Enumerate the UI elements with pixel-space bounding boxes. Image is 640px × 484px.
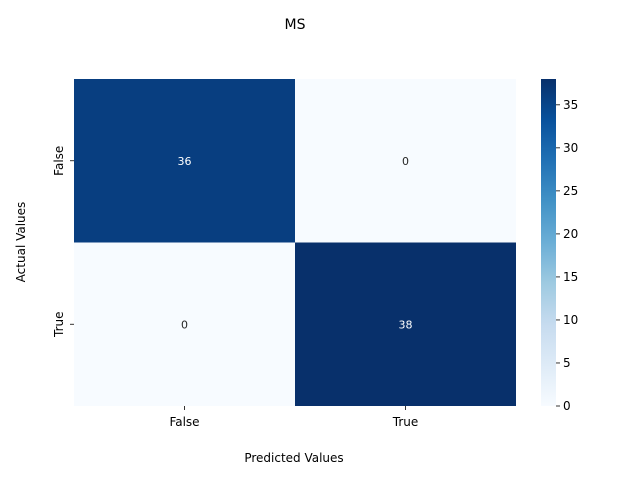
y-axis-label: Actual Values — [14, 202, 28, 283]
colorbar-tick-label: 5 — [563, 356, 571, 370]
cell-value-label: 38 — [399, 318, 413, 331]
colorbar-tick-label: 35 — [563, 98, 578, 112]
colorbar-ticks: 0 5 10 15 20 25 30 35 — [556, 98, 578, 413]
colorbar-tick-label: 15 — [563, 270, 578, 284]
heatmap-cell — [74, 79, 295, 243]
heatmap-cell-labels: 36 0 0 38 — [178, 155, 413, 332]
x-tick-label: True — [392, 415, 419, 429]
y-tick-label: False — [52, 146, 66, 176]
x-axis: False True — [169, 406, 418, 429]
y-tick-label: True — [52, 312, 66, 339]
x-tick-label: False — [169, 415, 199, 429]
cell-value-label: 36 — [178, 155, 192, 168]
colorbar-tick-label: 20 — [563, 227, 578, 241]
x-axis-label: Predicted Values — [244, 451, 343, 465]
chart-title: MS — [285, 17, 306, 33]
colorbar-tick-label: 25 — [563, 184, 578, 198]
colorbar — [541, 79, 556, 406]
heatmap-cells — [74, 79, 516, 406]
y-axis: False True — [52, 146, 74, 338]
cell-value-label: 0 — [402, 155, 409, 168]
heatmap-cell — [74, 242, 295, 406]
colorbar-tick-label: 0 — [563, 399, 571, 413]
heatmap-cell — [295, 79, 516, 243]
heatmap-cell — [295, 242, 516, 406]
cell-value-label: 0 — [181, 318, 188, 331]
colorbar-tick-label: 30 — [563, 141, 578, 155]
colorbar-tick-label: 10 — [563, 313, 578, 327]
